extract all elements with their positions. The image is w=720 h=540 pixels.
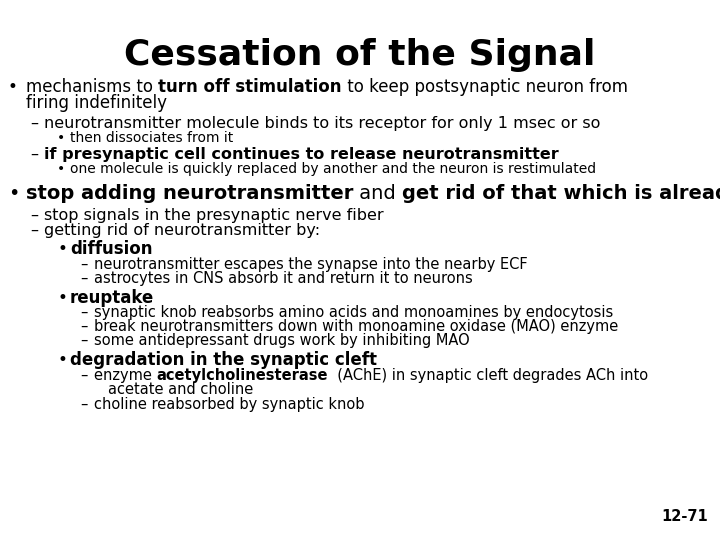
Text: enzyme: enzyme xyxy=(94,368,156,383)
Text: diffusion: diffusion xyxy=(70,240,153,258)
Text: astrocytes in CNS absorb it and return it to neurons: astrocytes in CNS absorb it and return i… xyxy=(94,271,473,286)
Text: mechanisms to: mechanisms to xyxy=(26,78,158,96)
Text: –: – xyxy=(30,208,38,223)
Text: –: – xyxy=(30,223,38,238)
Text: •: • xyxy=(57,162,66,176)
Text: –: – xyxy=(80,271,87,286)
Text: •: • xyxy=(57,351,67,369)
Text: synaptic knob reabsorbs amino acids and monoamines by endocytosis: synaptic knob reabsorbs amino acids and … xyxy=(94,305,613,320)
Text: •: • xyxy=(8,78,18,96)
Text: degradation in the synaptic cleft: degradation in the synaptic cleft xyxy=(70,351,377,369)
Text: –: – xyxy=(30,116,38,131)
Text: choline reabsorbed by synaptic knob: choline reabsorbed by synaptic knob xyxy=(94,397,364,412)
Text: –: – xyxy=(30,147,38,162)
Text: •: • xyxy=(57,240,67,258)
Text: getting rid of neurotransmitter by:: getting rid of neurotransmitter by: xyxy=(44,223,320,238)
Text: –: – xyxy=(80,368,87,383)
Text: some antidepressant drugs work by inhibiting MAO: some antidepressant drugs work by inhibi… xyxy=(94,333,469,348)
Text: •: • xyxy=(57,289,67,307)
Text: acetylcholinesterase: acetylcholinesterase xyxy=(156,368,328,383)
Text: •: • xyxy=(8,184,19,203)
Text: 12-71: 12-71 xyxy=(661,509,708,524)
Text: Cessation of the Signal: Cessation of the Signal xyxy=(125,38,595,72)
Text: stop adding neurotransmitter: stop adding neurotransmitter xyxy=(26,184,354,203)
Text: (AChE) in synaptic cleft degrades ACh into: (AChE) in synaptic cleft degrades ACh in… xyxy=(328,368,648,383)
Text: get rid of that which is already there: get rid of that which is already there xyxy=(402,184,720,203)
Text: –: – xyxy=(80,333,87,348)
Text: neurotransmitter escapes the synapse into the nearby ECF: neurotransmitter escapes the synapse int… xyxy=(94,257,528,272)
Text: one molecule is quickly replaced by another and the neuron is restimulated: one molecule is quickly replaced by anot… xyxy=(70,162,596,176)
Text: and: and xyxy=(354,184,402,203)
Text: to keep postsynaptic neuron from: to keep postsynaptic neuron from xyxy=(342,78,628,96)
Text: •: • xyxy=(57,131,66,145)
Text: –: – xyxy=(80,319,87,334)
Text: stop signals in the presynaptic nerve fiber: stop signals in the presynaptic nerve fi… xyxy=(44,208,384,223)
Text: neurotransmitter molecule binds to its receptor for only 1 msec or so: neurotransmitter molecule binds to its r… xyxy=(44,116,600,131)
Text: acetate and choline: acetate and choline xyxy=(108,382,253,397)
Text: if presynaptic cell continues to release neurotransmitter: if presynaptic cell continues to release… xyxy=(44,147,559,162)
Text: break neurotransmitters down with monoamine oxidase (MAO) enzyme: break neurotransmitters down with monoam… xyxy=(94,319,618,334)
Text: reuptake: reuptake xyxy=(70,289,154,307)
Text: turn off stimulation: turn off stimulation xyxy=(158,78,342,96)
Text: –: – xyxy=(80,397,87,412)
Text: firing indefinitely: firing indefinitely xyxy=(26,94,167,112)
Text: –: – xyxy=(80,305,87,320)
Text: –: – xyxy=(80,257,87,272)
Text: then dissociates from it: then dissociates from it xyxy=(70,131,233,145)
